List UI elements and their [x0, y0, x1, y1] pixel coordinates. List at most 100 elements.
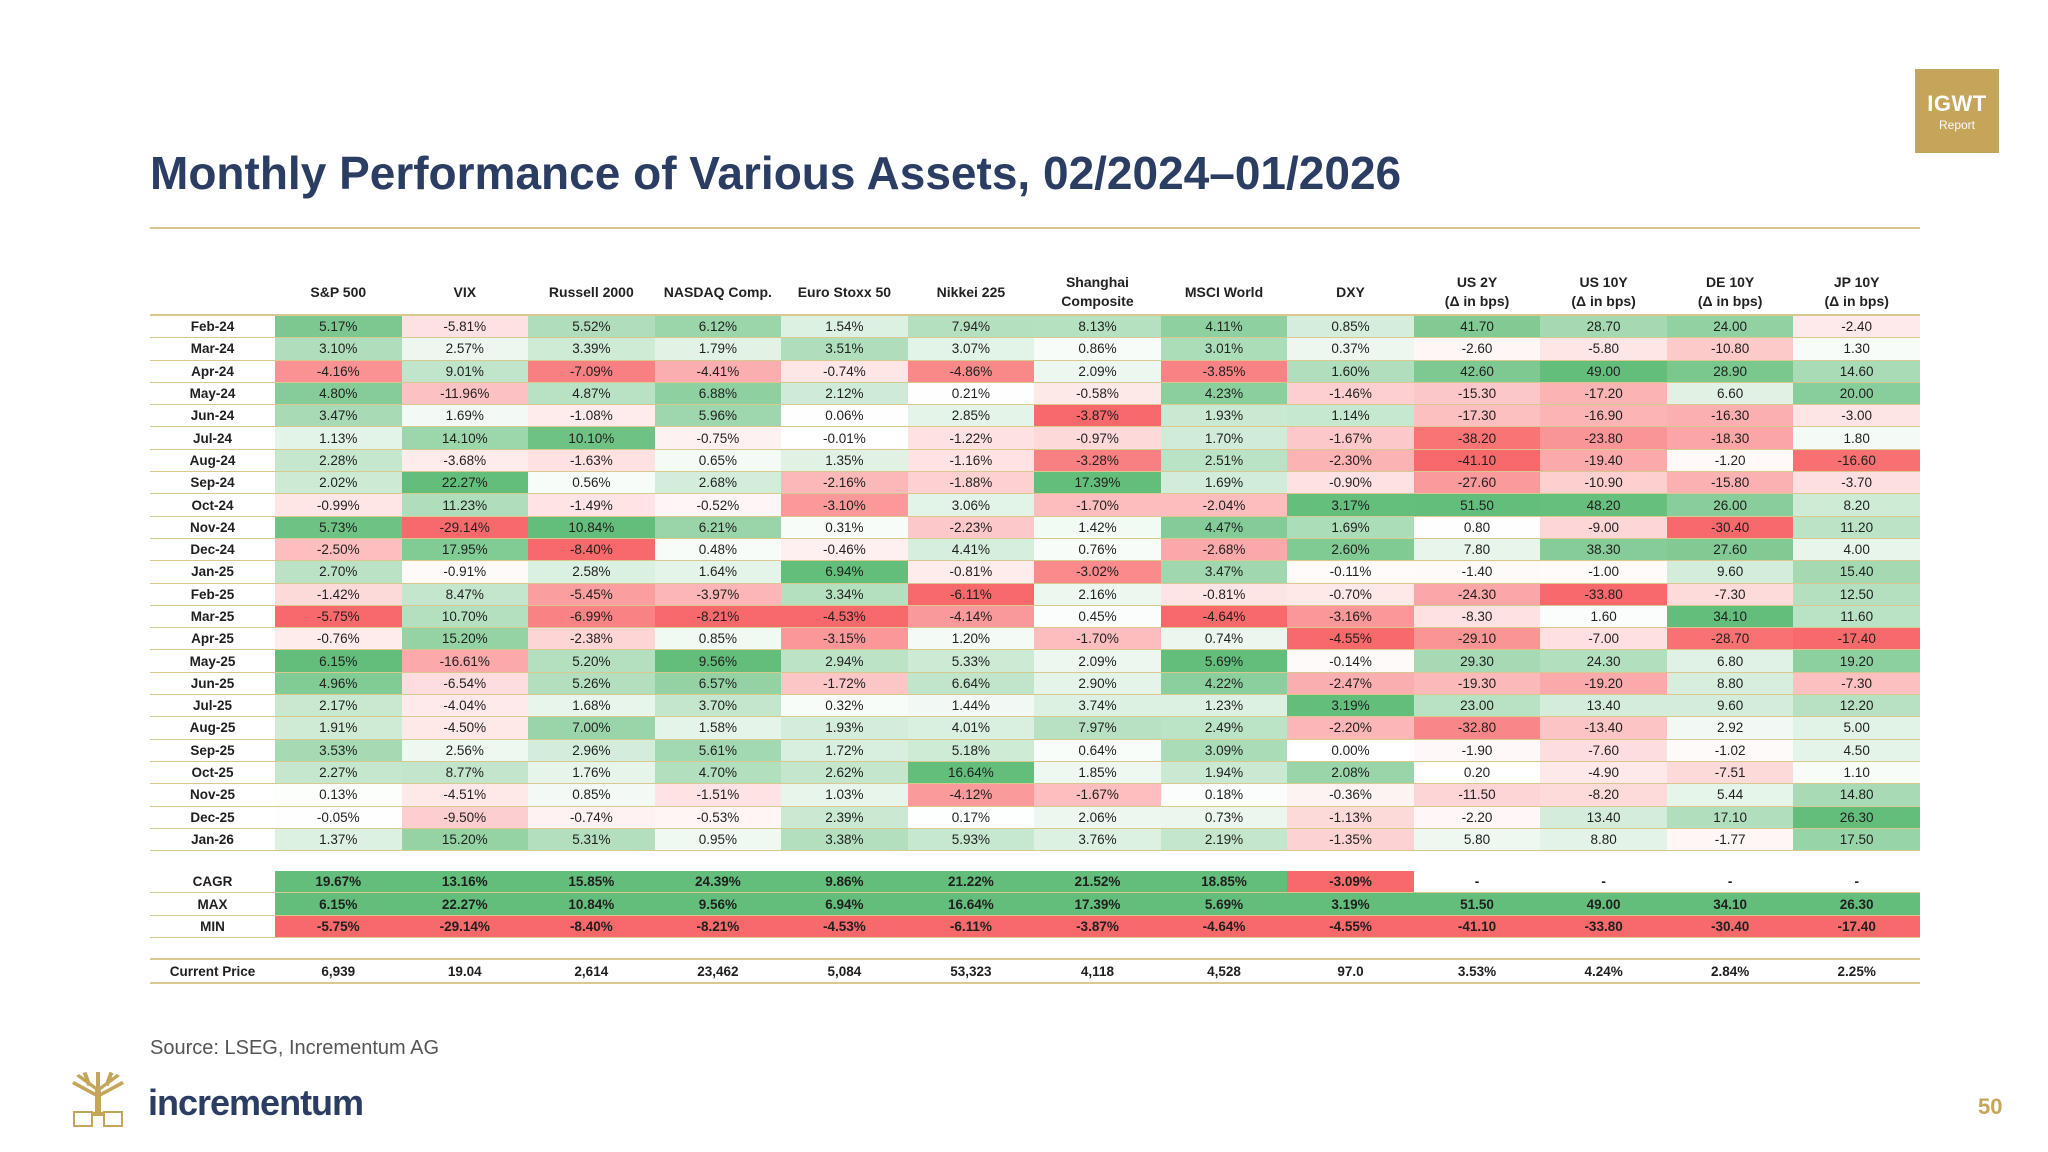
table-cell: -4.16% [275, 360, 402, 383]
table-cell: 17.39% [1034, 471, 1161, 495]
table-cell: -17.30 [1413, 404, 1541, 428]
table-cell: 1.93% [1160, 404, 1288, 428]
table-cell: 6.15% [275, 892, 402, 916]
table-cell: 0.13% [275, 783, 402, 807]
table-cell: 2.58% [528, 560, 655, 584]
table-cell: -1.40 [1413, 560, 1541, 584]
table-cell: 0.76% [1034, 538, 1161, 562]
table-row: Jul-25 2.17% -4.04% 1.68% 3.70% 0.32% 1.44% 3.7… [150, 694, 1920, 718]
table-cell: -2.60 [1413, 337, 1541, 361]
table-cell: -5.75% [275, 915, 402, 939]
table-cell: 5.26% [528, 672, 655, 696]
column-header: VIX [402, 270, 529, 315]
table-cell: 21.22% [907, 871, 1035, 894]
column-header-title: DE 10Y [1705, 274, 1755, 290]
table-cell: 9.56% [654, 892, 782, 916]
table-row: Jul-24 1.13% 14.10% 10.10% -0.75% -0.01% -1.22… [150, 426, 1920, 450]
table-cell: 1.14% [1287, 404, 1414, 428]
table-cell: -41.10 [1413, 449, 1541, 473]
table-cell: 4.23% [1160, 382, 1288, 406]
table-cell: -2.20 [1413, 806, 1541, 829]
table-cell: -1.42% [275, 583, 402, 606]
table-cell: 17.50 [1793, 828, 1920, 852]
table-cell: -6.99% [528, 605, 655, 629]
table-cell: 1.76% [528, 761, 655, 785]
table-cell: 3.34% [781, 583, 908, 606]
column-header: Nikkei 225 [908, 270, 1035, 315]
table-row: Nov-25 0.13% -4.51% 0.85% -1.51% 1.03% -4.12% -… [150, 783, 1920, 807]
row-spacer [150, 938, 1920, 960]
table-cell: -0.70% [1287, 583, 1414, 606]
igwt-report-badge: IGWT Report [1915, 69, 1999, 153]
table-cell: 0.21% [907, 382, 1035, 406]
row-label: Mar-25 [150, 605, 275, 629]
table-cell: -1.77 [1666, 828, 1794, 852]
table-cell: -4.55% [1287, 915, 1414, 939]
table-cell: 0.18% [1160, 783, 1288, 807]
table-cell: 1.58% [654, 716, 782, 740]
table-cell: -4.53% [781, 915, 908, 939]
table-cell: 1.93% [781, 716, 908, 740]
table-cell: 0.65% [654, 449, 782, 473]
table-cell: -4.55% [1287, 627, 1414, 651]
table-cell: 24.39% [654, 871, 782, 894]
table-cell: 3.51% [781, 337, 908, 361]
row-label: CAGR [150, 871, 275, 894]
table-cell: 3.38% [781, 828, 908, 852]
table-cell: -5.45% [528, 583, 655, 606]
table-cell: -33.80 [1540, 583, 1667, 606]
table-cell: -30.40 [1666, 915, 1794, 939]
row-label: Current Price [150, 958, 275, 985]
table-cell: 16.64% [907, 892, 1035, 916]
table-cell: 2.02% [275, 471, 402, 495]
table-cell: 5.80 [1413, 828, 1541, 852]
table-cell: 26.30 [1793, 892, 1920, 916]
table-cell: 22.27% [401, 892, 529, 916]
table-cell: -29.14% [401, 915, 529, 939]
table-cell: -17.40 [1793, 915, 1920, 939]
table-cell: -0.01% [781, 426, 908, 450]
column-header: Russell 2000 [528, 270, 655, 315]
table-cell: 0.31% [781, 516, 908, 539]
table-cell: -4.41% [654, 360, 782, 383]
row-label: Sep-25 [150, 739, 275, 762]
table-cell: -4.53% [781, 605, 908, 629]
table-cell: -1.49% [528, 493, 655, 517]
table-cell: 16.64% [907, 761, 1035, 785]
summary-rows: CAGR 19.67% 13.16% 15.85% 24.39% 9.86% 21.22% 2… [150, 851, 1920, 985]
table-cell: -1.35% [1287, 828, 1414, 852]
table-cell: 1.70% [1160, 426, 1288, 450]
source-note: Source: LSEG, Incrementum AG [150, 1037, 440, 1059]
summary-row: MAX 6.15% 22.27% 10.84% 9.56% 6.94% 16.64% 17.3… [150, 892, 1920, 916]
table-cell: 17.39% [1034, 892, 1161, 916]
table-cell: 4.00 [1793, 538, 1920, 562]
table-cell: 29.30 [1413, 649, 1541, 673]
table-cell: -41.10 [1413, 915, 1541, 939]
table-cell: 5.00 [1793, 716, 1920, 740]
table-cell: 2.28% [275, 449, 402, 473]
table-cell: 1.37% [275, 828, 402, 852]
table-cell: -4.50% [401, 716, 529, 740]
table-cell: 8.13% [1034, 314, 1161, 339]
table-row: Feb-25 -1.42% 8.47% -5.45% -3.97% 3.34% -6.11%… [150, 583, 1920, 606]
brand-name: incrementum [148, 1082, 364, 1123]
table-cell: -0.74% [781, 360, 908, 383]
table-cell: 12.20 [1793, 694, 1920, 718]
table-cell: -1.02 [1666, 739, 1794, 762]
table-row: Jun-25 4.96% -6.54% 5.26% 6.57% -1.72% 6.64% 2.… [150, 672, 1920, 696]
table-cell: 0.48% [654, 538, 782, 562]
table-cell: 5.17% [275, 314, 402, 339]
corner-cell [150, 270, 275, 315]
table-cell: -32.80 [1413, 716, 1541, 740]
column-header: Euro Stoxx 50 [781, 270, 908, 315]
table-row: Sep-24 2.02% 22.27% 0.56% 2.68% -2.16% -1.88% 1… [150, 471, 1920, 495]
table-cell: -7.00 [1540, 627, 1667, 651]
table-cell: 1.85% [1034, 761, 1161, 785]
table-cell: 1.80 [1793, 426, 1920, 450]
table-cell: 10.84% [528, 892, 655, 916]
table-cell: 2.09% [1034, 360, 1161, 383]
table-cell: -2.16% [781, 471, 908, 495]
spacer-cell [150, 938, 1920, 960]
table-cell: 5.73% [275, 516, 402, 539]
table-cell: -4.14% [907, 605, 1035, 629]
